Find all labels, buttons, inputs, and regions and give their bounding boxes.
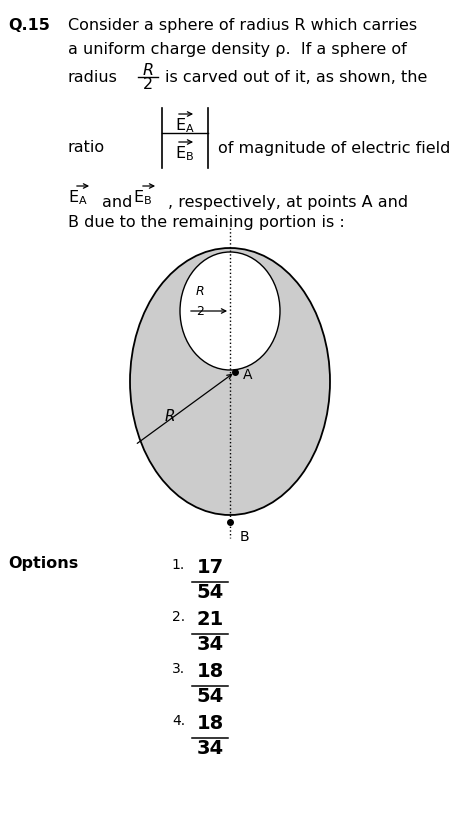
Text: R: R (196, 285, 204, 298)
Text: 3.: 3. (172, 662, 185, 676)
Text: and: and (102, 195, 132, 210)
Text: , respectively, at points A and: , respectively, at points A and (168, 195, 408, 210)
Text: 34: 34 (196, 739, 224, 758)
Text: 18: 18 (196, 714, 224, 733)
Text: 54: 54 (196, 583, 224, 602)
Text: E$_{\mathrm{B}}$: E$_{\mathrm{B}}$ (133, 188, 152, 206)
Text: ratio: ratio (68, 140, 105, 155)
Text: radius: radius (68, 70, 118, 85)
Text: 4.: 4. (172, 714, 185, 728)
Text: 21: 21 (196, 610, 224, 629)
Text: 2: 2 (143, 77, 153, 92)
Text: R: R (143, 63, 154, 78)
Text: B due to the remaining portion is :: B due to the remaining portion is : (68, 215, 345, 230)
Text: 17: 17 (196, 558, 224, 577)
Text: is carved out of it, as shown, the: is carved out of it, as shown, the (165, 70, 428, 85)
Text: A: A (243, 368, 253, 382)
Text: 2: 2 (196, 305, 204, 318)
Text: E$_{\mathrm{A}}$: E$_{\mathrm{A}}$ (175, 116, 195, 135)
Text: Consider a sphere of radius R which carries: Consider a sphere of radius R which carr… (68, 18, 417, 33)
Text: 34: 34 (196, 635, 224, 654)
Text: a uniform charge density ρ.  If a sphere of: a uniform charge density ρ. If a sphere … (68, 42, 407, 57)
Text: of magnitude of electric field: of magnitude of electric field (218, 140, 450, 155)
Text: 54: 54 (196, 687, 224, 706)
Text: 2.: 2. (172, 610, 185, 624)
Text: 18: 18 (196, 662, 224, 681)
Ellipse shape (130, 248, 330, 515)
Text: 1.: 1. (172, 558, 185, 572)
Text: E$_{\mathrm{B}}$: E$_{\mathrm{B}}$ (175, 144, 194, 163)
Ellipse shape (180, 252, 280, 370)
Text: Options: Options (8, 556, 78, 571)
Text: Q.15: Q.15 (8, 18, 50, 33)
Text: R: R (164, 409, 175, 424)
Text: E$_{\mathrm{A}}$: E$_{\mathrm{A}}$ (68, 188, 88, 206)
Text: B: B (240, 530, 250, 544)
